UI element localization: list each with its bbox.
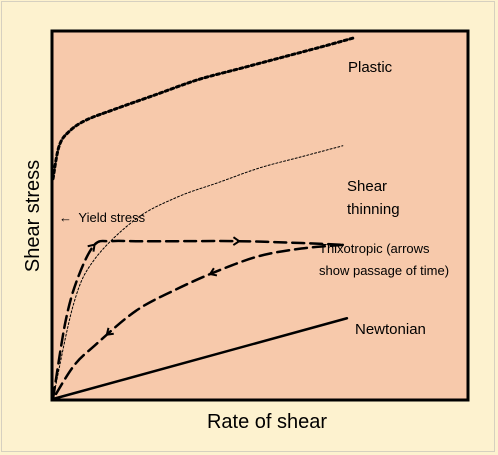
yield-stress-arrow-glyph: ←	[59, 210, 72, 225]
series-line-thixotropic-down	[51, 243, 345, 401]
arrow-layer	[87, 236, 241, 336]
direction-arrow-1	[87, 243, 96, 252]
label-shear-thinning-line2: thinning	[347, 201, 400, 218]
label-shear-thinning-line1: Shear	[347, 178, 387, 195]
label-yield-stress: ← Yield stress	[59, 210, 146, 225]
series-line-thixotropic-up	[51, 239, 345, 401]
label-thixotropic-line2: show passage of time)	[319, 263, 449, 278]
label-layer: Rate of shear Shear stress Plastic Shear…	[22, 59, 449, 433]
series-line-plastic	[51, 36, 357, 181]
direction-arrow-3	[208, 267, 218, 277]
direction-arrow-2	[232, 236, 241, 246]
series-line-shear-thinning	[52, 145, 344, 400]
series-line-newtonian	[51, 317, 349, 401]
series-layer	[51, 36, 357, 401]
y-axis-label: Shear stress	[22, 160, 44, 272]
label-thixotropic-line1: Thixotropic (arrows	[319, 241, 430, 256]
label-newtonian: Newtonian	[355, 321, 426, 338]
plot-area	[50, 29, 470, 402]
x-axis-label: Rate of shear	[207, 411, 327, 433]
yield-stress-text: Yield stress	[78, 210, 145, 225]
direction-arrow-4	[105, 327, 114, 336]
label-plastic: Plastic	[348, 59, 393, 76]
